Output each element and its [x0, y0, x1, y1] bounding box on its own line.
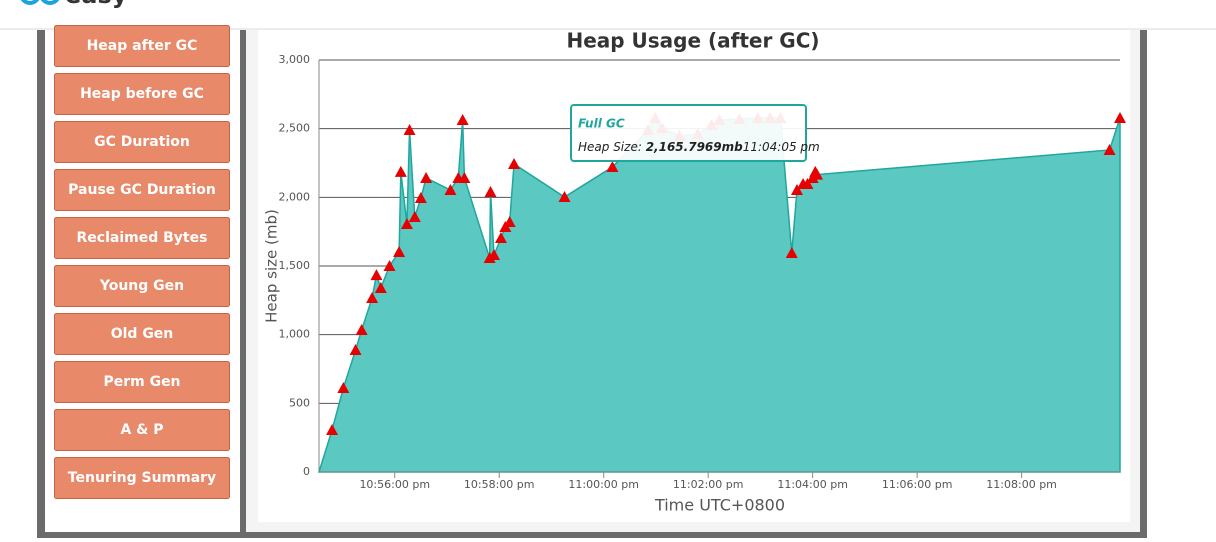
sidebar-button[interactable]	[54, 25, 230, 67]
x-tick-label: 11:08:00 pm	[986, 478, 1057, 491]
marker	[785, 246, 798, 258]
y-tick-label: 0	[303, 465, 310, 478]
sidebar-button[interactable]	[54, 409, 230, 451]
marker	[494, 231, 507, 243]
marker	[366, 291, 379, 303]
y-tick-label: 3,000	[279, 53, 311, 66]
sidebar-button[interactable]	[54, 217, 230, 259]
tooltip-title: Full GC	[578, 117, 625, 131]
y-tick-label: 1,000	[279, 328, 311, 341]
marker	[484, 185, 497, 197]
sidebar-button-label[interactable]: A & P	[120, 422, 163, 438]
y-tick-label: 1,500	[279, 259, 311, 272]
marker	[414, 192, 427, 204]
x-tick-label: 10:58:00 pm	[464, 478, 535, 491]
tooltip-time: 11:04:05 pm	[743, 140, 820, 154]
y-tick-label: 500	[289, 396, 310, 409]
marker	[400, 217, 413, 229]
sidebar-button-label[interactable]: Young Gen	[99, 278, 184, 294]
marker	[326, 423, 339, 435]
sidebar-button[interactable]	[54, 73, 230, 115]
sidebar-button[interactable]	[54, 361, 230, 403]
marker	[1103, 143, 1116, 155]
tooltip	[570, 104, 807, 162]
sidebar-button-label[interactable]: Old Gen	[111, 326, 174, 342]
marker	[558, 191, 571, 203]
logo-text[interactable]: easy	[65, 0, 128, 9]
marker	[408, 210, 421, 222]
sidebar-button-label[interactable]: Perm Gen	[103, 374, 180, 390]
y-tick-label: 2,000	[279, 190, 311, 203]
sidebar-button[interactable]	[54, 313, 230, 355]
marker	[456, 114, 469, 126]
marker	[503, 216, 516, 228]
marker	[394, 165, 407, 177]
sidebar-button-label[interactable]: Reclaimed Bytes	[77, 230, 208, 246]
sidebar-button-label[interactable]: Pause GC Duration	[68, 182, 216, 198]
marker	[444, 184, 457, 196]
logo-icon	[40, 0, 60, 5]
marker	[337, 381, 350, 393]
marker	[370, 269, 383, 281]
marker	[1114, 111, 1126, 123]
x-tick-label: 10:56:00 pm	[359, 478, 430, 491]
header-shadow	[0, 28, 1216, 30]
tooltip-value: 2,165.7969mb	[646, 140, 743, 154]
x-tick-label: 11:04:00 pm	[777, 478, 848, 491]
sidebar-button-label[interactable]: Heap before GC	[80, 86, 204, 102]
sidebar-button-label[interactable]: Tenuring Summary	[68, 470, 216, 486]
tooltip-label: Heap Size:	[578, 140, 642, 154]
x-tick-label: 11:00:00 pm	[568, 478, 639, 491]
tooltip-body: Heap Size: 2,165.7969mb11:04:05 pm	[578, 140, 820, 154]
marker	[801, 178, 814, 190]
marker	[811, 168, 824, 180]
marker	[355, 323, 368, 335]
marker	[403, 124, 416, 136]
marker	[393, 245, 406, 257]
y-axis-label: Heap size (mb)	[263, 209, 281, 323]
x-tick-label: 11:06:00 pm	[882, 478, 953, 491]
sidebar-button[interactable]	[54, 265, 230, 307]
marker	[508, 157, 521, 169]
marker	[374, 281, 387, 293]
marker	[790, 184, 803, 196]
header	[0, 0, 1216, 28]
marker	[383, 260, 396, 271]
marker	[606, 160, 619, 172]
marker	[349, 344, 362, 356]
marker	[458, 171, 471, 183]
sidebar-button-label[interactable]: GC Duration	[94, 134, 190, 150]
sidebar-button[interactable]	[54, 457, 230, 499]
marker	[488, 249, 501, 261]
sidebar-button[interactable]	[54, 169, 230, 211]
sidebar-button-label[interactable]: Heap after GC	[87, 38, 198, 54]
logo-icon	[20, 0, 40, 5]
x-axis-label: Time UTC+0800	[654, 496, 785, 515]
chart-title: Heap Usage (after GC)	[566, 29, 819, 53]
y-tick-label: 2,500	[279, 122, 311, 135]
sidebar-button[interactable]	[54, 121, 230, 163]
x-tick-label: 11:02:00 pm	[673, 478, 744, 491]
marker	[420, 171, 433, 183]
